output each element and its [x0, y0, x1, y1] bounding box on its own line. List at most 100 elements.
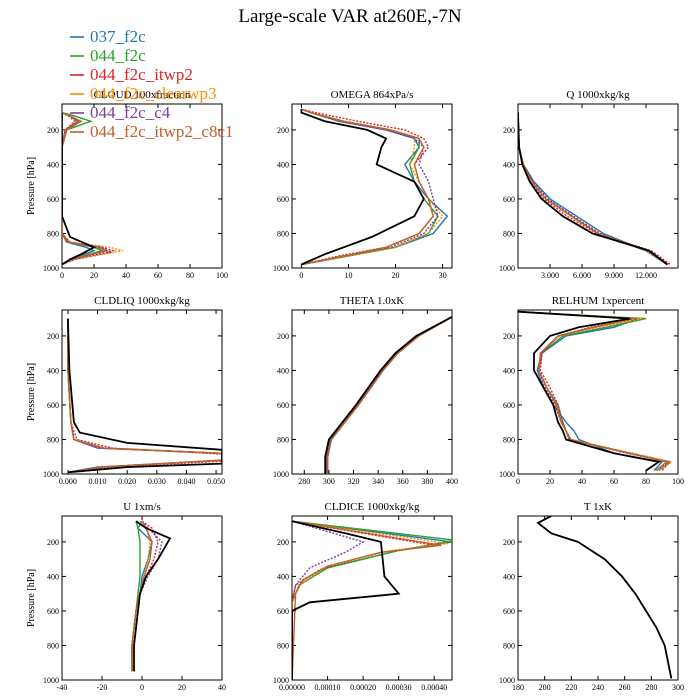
series-group: [292, 520, 452, 680]
y-tick-label: 600: [277, 401, 289, 410]
x-tick-label: 40: [218, 683, 226, 692]
y-tick-label: 1000: [499, 676, 515, 685]
x-tick-label: 0.030: [148, 477, 166, 486]
series-group: [536, 516, 673, 679]
y-tick-label: 600: [47, 607, 59, 616]
panel-8: CLDICE 1000xkg/kg 200 400 600 800 10000.00000…: [273, 501, 453, 692]
y-tick-label: 1000: [43, 470, 59, 479]
panel-frame: [517, 103, 679, 269]
x-tick-label: 0.000: [59, 477, 77, 486]
x-tick-label: 360: [397, 477, 409, 486]
x-tick-label: 0.020: [118, 477, 136, 486]
legend-label: 044_f2c_itwp2: [90, 65, 193, 84]
series-group: [62, 111, 123, 266]
series-line-black: [67, 318, 222, 474]
legend-label: 044_f2c_clearwp3: [90, 84, 217, 103]
x-tick-label: 80: [186, 271, 194, 280]
series-line-037-f2c: [131, 520, 153, 672]
series-line-044-f2c-itwp2-c8c1: [518, 311, 669, 472]
y-tick-label: 400: [503, 572, 515, 581]
y-tick-label: 600: [503, 607, 515, 616]
y-tick-label: 200: [503, 126, 515, 135]
panel-title: THETA 1.0xK: [340, 295, 405, 307]
panel-title: T 1xK: [584, 501, 612, 513]
y-tick-label: 800: [47, 229, 59, 238]
legend-label: 044_f2c_c4: [90, 103, 171, 122]
y-tick-label: 800: [503, 641, 515, 650]
y-tick-label: 200: [277, 538, 289, 547]
y-tick-label: 600: [277, 607, 289, 616]
legend: 037_f2c044_f2c044_f2c_itwp2044_f2c_clear…: [70, 27, 234, 141]
x-tick-label: 0.00000: [279, 683, 305, 692]
y-tick-label: 1000: [499, 264, 515, 273]
series-line-black: [518, 112, 668, 266]
series-line-037-f2c: [518, 112, 668, 266]
series-line-044-f2c-itwp2-c8c1: [131, 520, 153, 672]
y-tick-label: 200: [277, 126, 289, 135]
x-tick-label: 320: [348, 477, 360, 486]
series-line-044-f2c-c4: [536, 516, 672, 679]
y-tick-label: 1000: [43, 676, 59, 685]
panel-title: CLDLIQ 1000xkg/kg: [94, 295, 190, 307]
x-tick-label: 200: [539, 683, 551, 692]
x-tick-label: 180: [512, 683, 524, 692]
y-tick-label: 1000: [273, 676, 289, 685]
y-tick-label: 400: [503, 366, 515, 375]
y-tick-label: 800: [277, 641, 289, 650]
y-tick-label: 200: [47, 126, 59, 135]
x-tick-label: 9.000: [605, 271, 623, 280]
x-tick-label: 20: [90, 271, 98, 280]
y-tick-label: 400: [47, 366, 59, 375]
x-tick-label: 260: [619, 683, 631, 692]
y-tick-label: 800: [503, 229, 515, 238]
legend-label: 044_f2c: [90, 46, 146, 65]
panel-frame: [291, 309, 453, 475]
series-line-044-f2c-itwp2: [536, 516, 672, 679]
series-line-044-f2c-itwp2: [131, 520, 159, 672]
y-tick-label: 600: [47, 195, 59, 204]
series-line-black: [324, 316, 452, 474]
series-line-044-f2c-c4: [131, 520, 163, 672]
y-tick-label: 200: [47, 332, 59, 341]
x-tick-label: 60: [154, 271, 162, 280]
series-line-black: [62, 112, 97, 266]
x-tick-label: 380: [421, 477, 433, 486]
y-tick-label: 800: [277, 229, 289, 238]
x-tick-label: 20: [546, 477, 554, 486]
x-tick-label: 80: [642, 477, 650, 486]
series-line-044-f2c: [327, 316, 452, 474]
x-tick-label: 220: [565, 683, 577, 692]
y-tick-label: 600: [503, 195, 515, 204]
y-tick-label: 200: [503, 332, 515, 341]
panel-frame: [517, 309, 679, 475]
x-tick-label: 0.00010: [315, 683, 341, 692]
y-tick-label: 200: [47, 538, 59, 547]
series-line-044-f2c-itwp2-c8c1: [292, 520, 442, 680]
series-line-044-f2c-itwp2-c8c1: [536, 516, 672, 679]
x-tick-label: 0: [140, 683, 144, 692]
panel-title: Q 1000xkg/kg: [566, 89, 630, 101]
series-line-044-f2c-itwp2-c8c1: [62, 111, 110, 266]
x-tick-label: 0.010: [89, 477, 107, 486]
x-tick-label: 300: [672, 683, 684, 692]
y-tick-label: 400: [47, 160, 59, 169]
series-group: [67, 318, 222, 474]
y-tick-label: 600: [277, 195, 289, 204]
y-tick-label: 400: [277, 366, 289, 375]
y-tick-label: 1000: [499, 470, 515, 479]
x-tick-label: 6.000: [573, 271, 591, 280]
x-tick-label: 20: [392, 271, 400, 280]
series-line-037-f2c: [536, 516, 672, 679]
y-axis-label: Pressure [hPa]: [26, 569, 37, 627]
panel-title: CLOUD 100xfraction: [94, 89, 191, 101]
series-group: [324, 316, 452, 474]
y-tick-label: 200: [277, 332, 289, 341]
panel-frame: [517, 515, 679, 681]
series-line-black: [300, 109, 425, 266]
series-line-black: [133, 520, 172, 672]
